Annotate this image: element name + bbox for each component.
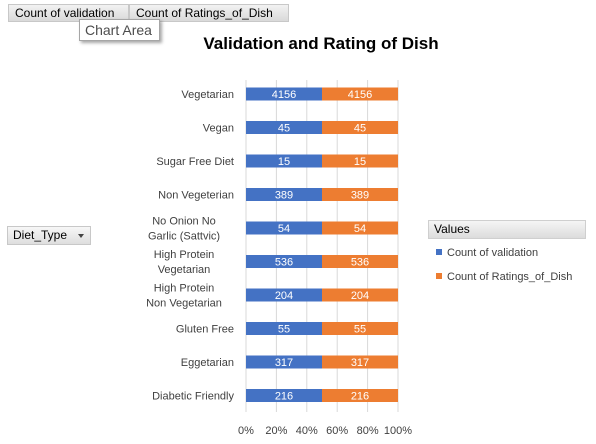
legend-swatch-validation [436,249,442,256]
category-label: Vegan [203,123,234,135]
category-label: Gluten Free [176,324,234,336]
field-button-count-of-validation[interactable]: Count of validation [8,4,129,22]
data-label: 536 [275,257,293,269]
bar-validation [246,288,322,302]
x-tick-label: 60% [326,425,348,437]
bar-validation [246,389,322,402]
x-tick-label: 40% [296,425,318,437]
bar-validation [246,188,322,201]
category-label: No Onion No Garlic (Sattvic) [148,216,220,243]
category-label: Diabetic Friendly [152,391,234,403]
bar-validation [246,355,322,369]
data-label: 15 [354,156,366,168]
legend-label-validation: Count of validation [447,247,539,259]
field-button-count-of-ratings[interactable]: Count of Ratings_of_Dish [129,4,289,22]
bar-ratings [322,355,398,369]
x-tick-label: 80% [357,425,379,437]
data-label: 54 [354,223,366,235]
category-label: Eggetarian [181,357,234,369]
data-label: 317 [275,357,293,369]
legend-item-ratings: Count of Ratings_of_Dish [436,270,572,284]
bar-ratings [322,221,398,235]
legend-item-validation: Count of validation [436,246,538,260]
diet-type-label: Diet_Type [13,228,68,242]
data-label: 45 [278,123,290,135]
diet-type-filter-button[interactable]: Diet_Type [7,226,91,245]
bar-ratings [322,154,398,168]
bar-ratings [322,322,398,335]
category-label: Sugar Free Diet [156,156,234,168]
bar-validation [246,87,322,101]
chart-area-tooltip: Chart Area [79,19,160,41]
bar-validation [246,255,322,268]
data-label: 4156 [272,89,296,101]
data-label: 389 [275,190,293,202]
bar-ratings [322,188,398,201]
x-tick-label: 0% [238,425,254,437]
data-label: 216 [275,391,293,403]
legend-label-ratings: Count of Ratings_of_Dish [447,271,573,283]
data-label: 536 [351,257,369,269]
data-label: 204 [275,290,293,302]
category-label: Vegetarian [181,89,234,101]
data-label: 4156 [348,89,372,101]
bar-ratings [322,121,398,134]
legend-swatch-ratings [436,273,442,280]
category-label: High Protein Vegetarian [154,249,215,276]
category-label: High Protein Non Vegetarian [146,283,222,310]
data-label: 204 [351,290,369,302]
legend-values-header[interactable]: Values [428,220,586,239]
bar-validation [246,221,322,235]
data-label: 55 [354,324,366,336]
data-label: 45 [354,123,366,135]
bar-validation [246,322,322,335]
x-tick-label: 20% [265,425,287,437]
dropdown-arrow-icon [78,234,84,238]
bar-ratings [322,389,398,402]
x-tick-label: 100% [384,425,412,437]
chart-title: Validation and Rating of Dish [203,34,439,53]
data-label: 389 [351,190,369,202]
data-label: 216 [351,391,369,403]
bar-ratings [322,87,398,101]
bar-ratings [322,288,398,302]
data-label: 317 [351,357,369,369]
category-label: Non Vegeterian [158,190,234,202]
data-label: 15 [278,156,290,168]
data-label: 54 [278,223,290,235]
bar-validation [246,121,322,134]
bar-ratings [322,255,398,268]
bar-validation [246,154,322,168]
data-label: 55 [278,324,290,336]
